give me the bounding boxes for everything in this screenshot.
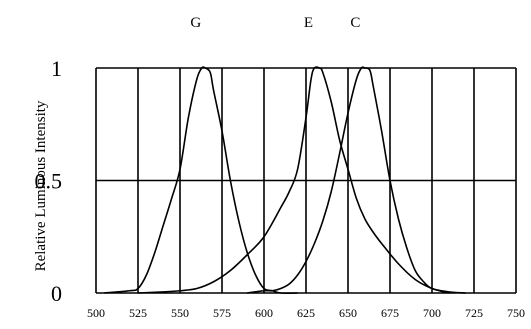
x-tick-label-500: 500 (87, 306, 105, 320)
x-tick-label-625: 625 (297, 306, 315, 320)
x-tick-label-750: 750 (507, 306, 525, 320)
grid-layer (95, 67, 517, 294)
x-tick-label-550: 550 (171, 306, 189, 320)
tick-layer: 500 525 550 575 600 625 650 675 700 725 750 0 0.5 1 (35, 56, 526, 320)
x-tick-label-725: 725 (465, 306, 483, 320)
y-axis-label: Relative Luminous Intensity (33, 100, 49, 271)
x-tick-label-650: 650 (339, 306, 357, 320)
curve-G (104, 66, 298, 294)
x-tick-label-525: 525 (129, 306, 147, 320)
curve-layer (104, 66, 466, 294)
x-tick-label-700: 700 (423, 306, 441, 320)
x-tick-label-575: 575 (213, 306, 231, 320)
x-tick-label-675: 675 (381, 306, 399, 320)
series-label-C: C (350, 15, 360, 31)
curve-C (247, 66, 466, 294)
series-label-G: G (190, 15, 201, 31)
curve-E (137, 66, 450, 294)
y-tick-label-0.5: 0.5 (35, 169, 63, 194)
series-label-E: E (304, 15, 313, 31)
x-tick-label-600: 600 (255, 306, 273, 320)
y-tick-label-1: 1 (51, 56, 62, 81)
y-tick-label-0: 0 (51, 281, 62, 306)
